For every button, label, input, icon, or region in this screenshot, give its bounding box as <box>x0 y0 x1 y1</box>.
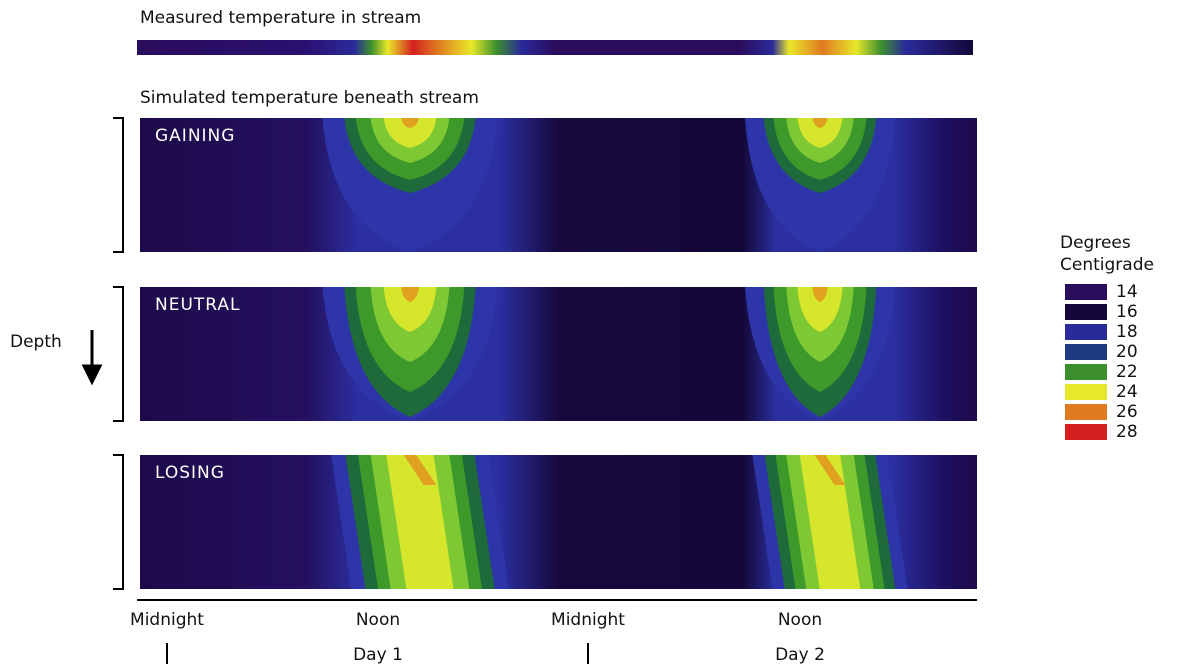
legend-label: 18 <box>1116 322 1138 342</box>
time-label: Midnight <box>551 610 625 630</box>
bracket <box>113 454 124 590</box>
contour <box>401 287 419 302</box>
time-label: Midnight <box>130 610 204 630</box>
panel-label: NEUTRAL <box>155 295 241 315</box>
panel-plot <box>140 455 977 589</box>
legend-swatch <box>1065 284 1107 300</box>
legend-title: Centigrade <box>1060 255 1154 275</box>
contour <box>383 287 437 332</box>
depth-label: Depth <box>10 332 62 352</box>
bracket <box>113 117 124 253</box>
contour <box>383 118 437 148</box>
time-label: Noon <box>778 610 822 630</box>
contour <box>812 118 828 128</box>
stream-bar <box>137 40 973 55</box>
time-label: Noon <box>356 610 400 630</box>
legend-label: 26 <box>1116 402 1138 422</box>
legend-swatch <box>1065 384 1107 400</box>
panel-label: GAINING <box>155 126 235 146</box>
contour <box>797 287 843 332</box>
panel-plot <box>140 118 977 252</box>
legend-swatch <box>1065 324 1107 340</box>
legend-label: 16 <box>1116 302 1138 322</box>
legend-swatch <box>1065 364 1107 380</box>
legend-swatch <box>1065 404 1107 420</box>
legend-swatch <box>1065 344 1107 360</box>
legend-label: 28 <box>1116 422 1138 442</box>
legend-title: Degrees <box>1060 233 1131 253</box>
legend-label: 22 <box>1116 362 1138 382</box>
panel-plot <box>140 287 977 421</box>
contour <box>812 287 828 302</box>
contour <box>403 455 437 485</box>
contour <box>386 455 454 589</box>
bracket <box>113 286 124 422</box>
day-label: Day 1 <box>353 645 403 665</box>
depth-arrow <box>81 330 103 386</box>
legend-swatch <box>1065 424 1107 440</box>
panel: LOSING <box>113 454 977 590</box>
panel-label: LOSING <box>155 463 225 483</box>
panel: GAINING <box>113 117 977 253</box>
day-label: Day 2 <box>775 645 825 665</box>
contour <box>799 455 861 589</box>
contour <box>814 455 846 485</box>
contour <box>401 118 419 128</box>
legend-label: 14 <box>1116 282 1138 302</box>
panel: NEUTRAL <box>113 286 977 422</box>
legend-swatch <box>1065 304 1107 320</box>
legend-label: 24 <box>1116 382 1138 402</box>
title: Measured temperature in stream <box>140 8 421 28</box>
legend-label: 20 <box>1116 342 1138 362</box>
subtitle: Simulated temperature beneath stream <box>140 88 479 108</box>
contour <box>797 118 843 148</box>
